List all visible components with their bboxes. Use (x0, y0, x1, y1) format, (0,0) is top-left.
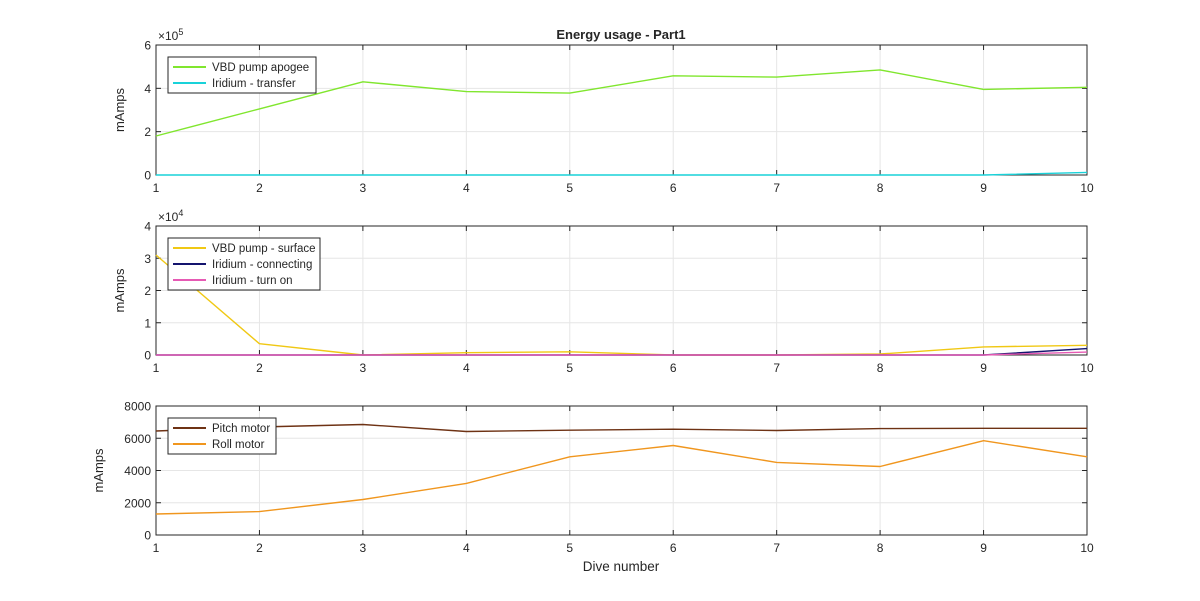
x-tick-label: 6 (670, 361, 677, 375)
series-line-roll-motor (155, 440, 1088, 515)
y-tick-label: 2000 (124, 496, 151, 510)
y-tick-label: 6 (144, 39, 151, 53)
x-tick-label: 5 (566, 541, 573, 555)
y-tick-label: 4 (144, 82, 151, 96)
x-tick-label: 8 (877, 181, 884, 195)
legend-entry: Iridium - connecting (212, 259, 312, 271)
x-tick-label: 2 (256, 181, 263, 195)
x-tick-label: 1 (153, 361, 160, 375)
x-tick-label: 1 (153, 181, 160, 195)
x-tick-label: 7 (773, 541, 780, 555)
x-tick-label: 9 (980, 361, 987, 375)
legend-box (167, 417, 277, 455)
y-exponent-label: ×104 (158, 208, 183, 224)
x-tick-label: 8 (877, 541, 884, 555)
y-tick-label: 4000 (124, 464, 151, 478)
x-tick-label: 4 (463, 181, 470, 195)
y-tick-label: 3 (144, 252, 151, 266)
y-tick-label: 6000 (124, 432, 151, 446)
series-line-vbd-pump-surface (155, 254, 1088, 356)
x-tick-label: 9 (980, 541, 987, 555)
y-exponent-label: ×105 (158, 27, 183, 43)
x-tick-label: 6 (670, 181, 677, 195)
legend-entry: VBD pump - surface (212, 243, 316, 255)
x-axis-label: Dive number (583, 559, 660, 574)
legend-entry: Roll motor (212, 439, 265, 451)
x-tick-label: 5 (566, 361, 573, 375)
plot-panel-3: 1 2 3 4 5 6 7 8 9 10 0 2000 4000 6000 8000 mAmps Pitch m… (91, 400, 1094, 556)
legend-entry: Iridium - transfer (212, 78, 296, 90)
plot-panel-1: 1 2 3 4 5 6 7 8 9 10 0 2 4 6 ×105 mAmps VBD pump apogee I… (112, 27, 1094, 195)
x-tick-label: 1 (153, 541, 160, 555)
x-tick-label: 2 (256, 541, 263, 555)
x-tick-label: 5 (566, 181, 573, 195)
y-tick-label: 4 (144, 220, 151, 234)
y-axis-label: mAmps (112, 87, 127, 132)
x-tick-label: 3 (360, 181, 367, 195)
x-tick-label: 9 (980, 181, 987, 195)
legend-entry: Pitch motor (212, 423, 270, 435)
y-axis-label: mAmps (91, 448, 106, 493)
figure-title: Energy usage - Part1 (556, 27, 685, 42)
x-tick-label: 2 (256, 361, 263, 375)
legend-entry: VBD pump apogee (212, 62, 309, 74)
y-tick-label: 0 (144, 349, 151, 363)
x-tick-label: 6 (670, 541, 677, 555)
x-tick-label: 3 (360, 541, 367, 555)
y-tick-label: 2 (144, 284, 151, 298)
series-line-pitch-motor (155, 423, 1087, 433)
x-tick-label: 10 (1080, 541, 1094, 555)
series-line-iridium-turn-on (156, 351, 1088, 356)
y-tick-label: 0 (144, 169, 151, 183)
x-tick-label: 4 (463, 361, 470, 375)
y-axis-label: mAmps (112, 268, 127, 313)
x-tick-label: 4 (463, 541, 470, 555)
series-line-iridium-transfer (156, 171, 1088, 176)
y-tick-label: 8000 (124, 400, 151, 414)
x-tick-label: 7 (773, 361, 780, 375)
x-tick-label: 7 (773, 181, 780, 195)
legend-entry: Iridium - turn on (212, 275, 293, 287)
series-line-vbd-pump-apogee (155, 69, 1088, 137)
x-tick-label: 3 (360, 361, 367, 375)
y-tick-label: 1 (144, 316, 151, 330)
x-tick-label: 8 (877, 361, 884, 375)
x-tick-label: 10 (1080, 181, 1094, 195)
y-tick-label: 2 (144, 125, 151, 139)
y-tick-label: 0 (144, 529, 151, 543)
x-tick-label: 10 (1080, 361, 1094, 375)
legend-box (167, 56, 317, 94)
